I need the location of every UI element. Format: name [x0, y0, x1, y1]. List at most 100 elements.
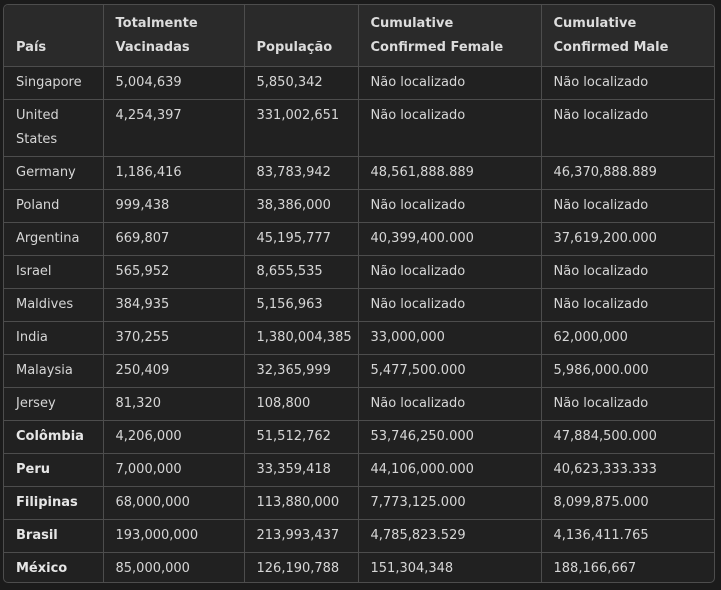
cell-pais: Argentina: [4, 222, 104, 256]
cell-male: Não localizado: [541, 255, 714, 289]
table-row: México 85,000,000 126,190,788 151,304,348 18…: [4, 552, 714, 582]
cell-vacinadas: 4,254,397: [103, 99, 245, 157]
cell-populacao: 5,850,342: [244, 66, 359, 100]
cell-populacao: 1,380,004,385: [244, 321, 359, 355]
cell-vacinadas: 85,000,000: [103, 552, 245, 582]
cell-populacao: 8,655,535: [244, 255, 359, 289]
cell-pais: Peru: [4, 453, 104, 487]
cell-populacao: 51,512,762: [244, 420, 359, 454]
cell-male: 8,099,875.000: [541, 486, 714, 520]
cell-female: Não localizado: [358, 288, 542, 322]
table-header: País Totalmente Vacinadas População Cumu…: [4, 5, 714, 67]
cell-populacao: 213,993,437: [244, 519, 359, 553]
table-row: Argentina 669,807 45,195,777 40,399,400.000…: [4, 222, 714, 256]
header-cumulative-female: Cumulative Confirmed Female: [358, 5, 542, 67]
cell-male: 40,623,333.333: [541, 453, 714, 487]
header-pais: País: [4, 5, 104, 67]
header-totalmente-vacinadas: Totalmente Vacinadas: [103, 5, 245, 67]
cell-male: 37,619,200.000: [541, 222, 714, 256]
cell-pais: Germany: [4, 156, 104, 190]
table-row: Malaysia 250,409 32,365,999 5,477,500.000 5,…: [4, 354, 714, 388]
cell-pais: Jersey: [4, 387, 104, 421]
cell-vacinadas: 193,000,000: [103, 519, 245, 553]
table-body: Singapore 5,004,639 5,850,342 Não localizad…: [4, 66, 714, 582]
cell-vacinadas: 384,935: [103, 288, 245, 322]
cell-vacinadas: 669,807: [103, 222, 245, 256]
cell-pais: México: [4, 552, 104, 582]
table-row: Filipinas 68,000,000 113,880,000 7,773,125.…: [4, 486, 714, 520]
cell-male: 188,166,667: [553, 560, 637, 576]
cell-female: Não localizado: [358, 99, 542, 157]
cell-populacao: 45,195,777: [244, 222, 359, 256]
cell-populacao: 33,359,418: [244, 453, 359, 487]
cell-female: 151,304,348: [358, 552, 542, 582]
cell-male: 5,986,000.000: [541, 354, 714, 388]
cell-male: 62,000,000: [541, 321, 714, 355]
cell-populacao: 113,880,000: [244, 486, 359, 520]
table-row: Israel 565,952 8,655,535 Não localizado Não …: [4, 255, 714, 289]
table-row: Peru 7,000,000 33,359,418 44,106,000.000 40,…: [4, 453, 714, 487]
cell-populacao: 108,800: [244, 387, 359, 421]
cell-pais: Malaysia: [4, 354, 104, 388]
cell-female: Não localizado: [358, 66, 542, 100]
cell-populacao: 126,190,788: [244, 552, 359, 582]
cell-vacinadas: 4,206,000: [103, 420, 245, 454]
table-row: Poland 999,438 38,386,000 Não localizado Não…: [4, 189, 714, 223]
cell-vacinadas: 81,320: [103, 387, 245, 421]
cell-pais: Brasil: [4, 519, 104, 553]
vaccination-table: País Totalmente Vacinadas População Cumu…: [4, 5, 714, 582]
table-row: Brasil 193,000,000 213,993,437 4,785,823.52…: [4, 519, 714, 553]
cell-pais: Singapore: [4, 66, 104, 100]
table-row: India 370,255 1,380,004,385 33,000,000 62,00…: [4, 321, 714, 355]
cell-pais: Filipinas: [4, 486, 104, 520]
cell-vacinadas: 250,409: [103, 354, 245, 388]
cell-male: Não localizado: [541, 99, 714, 157]
table-row: Singapore 5,004,639 5,850,342 Não localizad…: [4, 66, 714, 100]
cell-male: 47,884,500.000: [541, 420, 714, 454]
table-row: Colômbia 4,206,000 51,512,762 53,746,250.00…: [4, 420, 714, 454]
cell-female: 7,773,125.000: [358, 486, 542, 520]
cell-female: Não localizado: [358, 189, 542, 223]
cell-male: Não localizado: [541, 66, 714, 100]
cell-populacao: 83,783,942: [244, 156, 359, 190]
cell-pais: United States: [4, 99, 104, 157]
cell-populacao: 331,002,651: [244, 99, 359, 157]
table-row: Maldives 384,935 5,156,963 Não localizado Nã…: [4, 288, 714, 322]
cell-female: 4,785,823.529: [358, 519, 542, 553]
cell-vacinadas: 370,255: [103, 321, 245, 355]
header-cumulative-male: Cumulative Confirmed Male: [541, 5, 714, 67]
cell-populacao: 5,156,963: [244, 288, 359, 322]
cell-male: Não localizado: [541, 387, 714, 421]
cell-vacinadas: 999,438: [103, 189, 245, 223]
cell-vacinadas: 5,004,639: [103, 66, 245, 100]
table-row: Jersey 81,320 108,800 Não localizado Não loc…: [4, 387, 714, 421]
cell-female: 48,561,888.889: [358, 156, 542, 190]
cell-pais: Poland: [4, 189, 104, 223]
cell-vacinadas: 1,186,416: [103, 156, 245, 190]
cell-pais: Colômbia: [4, 420, 104, 454]
table-row: United States 4,254,397 331,002,651 Não loc…: [4, 99, 714, 157]
cell-vacinadas: 68,000,000: [103, 486, 245, 520]
header-row: País Totalmente Vacinadas População Cumu…: [4, 5, 714, 67]
data-table-container: País Totalmente Vacinadas População Cumu…: [3, 4, 715, 583]
header-populacao: População: [244, 5, 359, 67]
cell-male: 4,136,411.765: [541, 519, 714, 553]
table-row: Germany 1,186,416 83,783,942 48,561,888.889…: [4, 156, 714, 190]
cell-female: 40,399,400.000: [358, 222, 542, 256]
cell-female: 44,106,000.000: [358, 453, 542, 487]
cell-pais: India: [4, 321, 104, 355]
cell-populacao: 32,365,999: [244, 354, 359, 388]
cell-male: Não localizado: [541, 189, 714, 223]
cell-male: 46,370,888.889: [541, 156, 714, 190]
cell-male: Não localizado: [541, 288, 714, 322]
cell-female: 5,477,500.000: [358, 354, 542, 388]
cell-female: Não localizado: [358, 255, 542, 289]
cell-vacinadas: 565,952: [103, 255, 245, 289]
cell-pais: Maldives: [4, 288, 104, 322]
cell-pais: Israel: [4, 255, 104, 289]
cell-female: 53,746,250.000: [358, 420, 542, 454]
cell-populacao: 38,386,000: [244, 189, 359, 223]
cell-female: Não localizado: [358, 387, 542, 421]
cell-vacinadas: 7,000,000: [103, 453, 245, 487]
cell-female: 33,000,000: [358, 321, 542, 355]
